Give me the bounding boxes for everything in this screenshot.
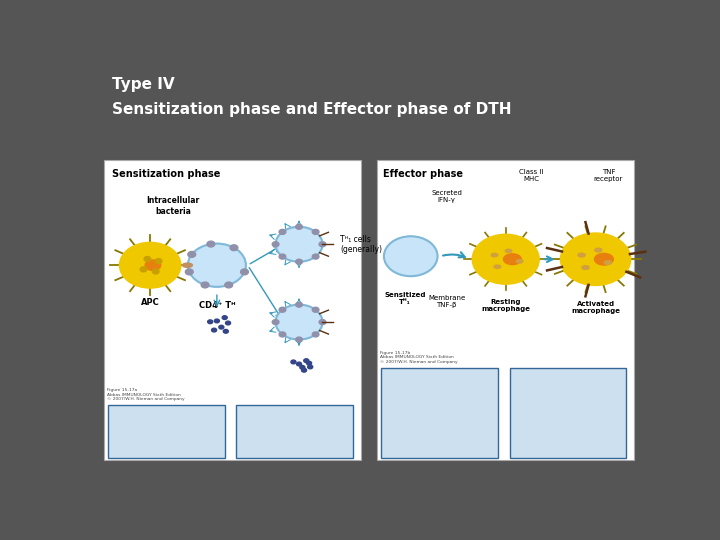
Circle shape — [207, 320, 212, 323]
Circle shape — [272, 242, 279, 247]
FancyBboxPatch shape — [109, 406, 225, 458]
Text: Tᴴ₁ cells
(generally): Tᴴ₁ cells (generally) — [340, 234, 382, 254]
Circle shape — [120, 242, 181, 288]
Circle shape — [296, 259, 302, 264]
Circle shape — [312, 230, 319, 234]
Text: Secreted
IFN-γ: Secreted IFN-γ — [431, 191, 462, 204]
Circle shape — [144, 256, 150, 261]
Ellipse shape — [182, 263, 192, 267]
Circle shape — [207, 241, 215, 247]
Circle shape — [240, 269, 248, 275]
Circle shape — [560, 233, 631, 286]
Circle shape — [279, 254, 286, 259]
Circle shape — [272, 320, 279, 325]
Text: Resting
macrophage: Resting macrophage — [481, 299, 530, 312]
Circle shape — [223, 329, 228, 333]
Text: Membrane
TNF-β: Membrane TNF-β — [428, 295, 465, 308]
Circle shape — [302, 368, 307, 372]
Text: Effector phase: Effector phase — [382, 170, 462, 179]
Circle shape — [312, 307, 319, 312]
Text: DTH-mediating cells:
Tᴴ₁ cells generally
CD8 cells occasionally: DTH-mediating cells: Tᴴ₁ cells generally… — [251, 421, 338, 442]
Circle shape — [296, 302, 302, 307]
Ellipse shape — [494, 265, 500, 268]
Text: Sensitized
Tᴴ₁: Sensitized Tᴴ₁ — [384, 292, 426, 305]
Circle shape — [219, 325, 224, 329]
Ellipse shape — [578, 253, 585, 257]
FancyBboxPatch shape — [377, 160, 634, 460]
Text: CD4⁺ Tᴴ: CD4⁺ Tᴴ — [199, 301, 235, 309]
Circle shape — [319, 320, 326, 325]
Text: Figure 15-17a
Abbas IMMUNOLOGY Sixth Edition
© 2007/W.H. Nieman and Company: Figure 15-17a Abbas IMMUNOLOGY Sixth Edi… — [107, 388, 184, 401]
Text: Antigen-presenting
cells: Macrophages
Langerhans cells: Antigen-presenting cells: Macrophages La… — [128, 422, 206, 442]
FancyBboxPatch shape — [381, 368, 498, 458]
Circle shape — [222, 316, 228, 320]
Text: Activated
macrophage: Activated macrophage — [571, 301, 620, 314]
Ellipse shape — [582, 266, 589, 269]
Ellipse shape — [516, 260, 523, 263]
Circle shape — [215, 319, 220, 323]
Circle shape — [188, 252, 196, 258]
Circle shape — [230, 245, 238, 251]
Circle shape — [297, 362, 302, 366]
Circle shape — [307, 365, 312, 369]
Circle shape — [319, 242, 326, 247]
Text: APC: APC — [141, 299, 160, 307]
Circle shape — [384, 237, 438, 276]
Circle shape — [296, 224, 302, 230]
Circle shape — [279, 230, 286, 234]
Circle shape — [279, 332, 286, 337]
Ellipse shape — [595, 248, 602, 252]
Text: TNF
receptor: TNF receptor — [594, 170, 623, 183]
Circle shape — [472, 234, 539, 284]
Text: Class II
MHC: Class II MHC — [519, 170, 544, 183]
Ellipse shape — [604, 261, 611, 265]
Text: Sensitization phase: Sensitization phase — [112, 170, 220, 179]
Circle shape — [185, 269, 193, 275]
Text: Sensitization phase and Effector phase of DTH: Sensitization phase and Effector phase o… — [112, 102, 512, 117]
Circle shape — [312, 332, 319, 337]
Text: Intracellular
bacteria: Intracellular bacteria — [147, 197, 200, 216]
Circle shape — [188, 244, 246, 287]
Ellipse shape — [503, 254, 521, 265]
Circle shape — [296, 337, 302, 342]
Circle shape — [156, 259, 162, 264]
Circle shape — [201, 282, 209, 288]
Text: Effects of macrophage
activation:
↑ Class II MHC
  molecules
↑ TNF receptors
↑ O: Effects of macrophage activation: ↑ Clas… — [526, 389, 610, 437]
Circle shape — [153, 269, 159, 274]
FancyBboxPatch shape — [236, 406, 353, 458]
Circle shape — [225, 282, 233, 288]
Circle shape — [300, 366, 305, 369]
Circle shape — [276, 227, 323, 262]
Circle shape — [140, 267, 147, 272]
Ellipse shape — [505, 249, 512, 253]
FancyBboxPatch shape — [104, 160, 361, 460]
Circle shape — [304, 359, 309, 362]
Text: Type IV: Type IV — [112, 77, 175, 92]
Text: Figure 15-17b
Abbas IMMUNOLOGY Sixth Edition
© 2007/W.H. Nieman and Company: Figure 15-17b Abbas IMMUNOLOGY Sixth Edi… — [380, 350, 458, 364]
Circle shape — [212, 328, 217, 332]
Text: Tᴴ₁ secretions:
Cytokines: IFN-γ, TNF-β,
IL-2,
IL-3, GM-CSF, MIF
Chemokines: IL-: Tᴴ₁ secretions: Cytokines: IFN-γ, TNF-β,… — [392, 393, 485, 433]
Ellipse shape — [595, 253, 613, 265]
Circle shape — [276, 305, 323, 340]
Ellipse shape — [145, 260, 161, 271]
Ellipse shape — [491, 253, 498, 256]
Circle shape — [279, 307, 286, 312]
Circle shape — [307, 361, 312, 365]
Circle shape — [291, 360, 296, 364]
Circle shape — [312, 254, 319, 259]
Circle shape — [225, 321, 230, 325]
FancyBboxPatch shape — [510, 368, 626, 458]
